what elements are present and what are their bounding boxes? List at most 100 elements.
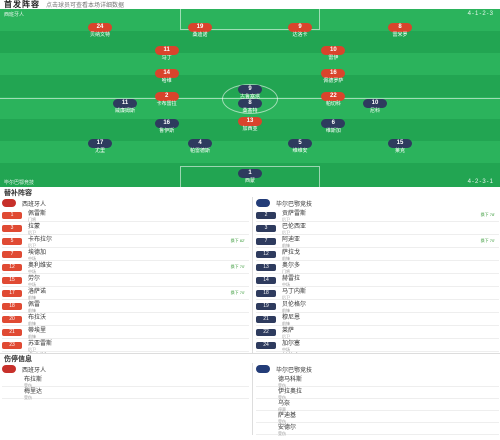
away-player[interactable]: 5 维维安 xyxy=(272,139,328,154)
sub-player-info: 贝伦格尔 前锋 xyxy=(282,299,306,313)
sub-player-row[interactable]: 18 佩雷 前锋 xyxy=(2,300,249,313)
sub-player-row[interactable]: 7 阿迪亚 前锋 换下 70' xyxy=(256,235,499,248)
injury-status: 受伤 xyxy=(278,418,286,424)
away-subs-team-name: 毕尔巴鄂竞技 xyxy=(276,201,313,208)
away-player-name: 莱克 xyxy=(394,148,405,154)
sub-player-row[interactable]: 7 埃德加 中场 xyxy=(2,248,249,261)
away-player[interactable]: 10 尼科 xyxy=(347,99,403,114)
shirt-number: 15 xyxy=(2,276,22,284)
home-jersey-number: 9 xyxy=(288,23,312,32)
sub-player-row[interactable]: 18 马丁内斯 后卫 xyxy=(256,287,499,300)
away-player-name: 威廉姆斯 xyxy=(114,108,135,114)
home-crest-icon xyxy=(2,199,16,207)
home-injuries-column: 西班牙人 布拉斯 受伤 梅里达 受伤 xyxy=(2,363,249,400)
injury-status: 受伤 xyxy=(24,382,32,388)
sub-player-row[interactable]: 21 穆尼恩 前锋 xyxy=(256,313,499,326)
home-player[interactable]: 2 卡布雷拉 xyxy=(139,92,195,107)
away-jersey-number: 1 xyxy=(238,169,262,178)
away-injuries-team: 毕尔巴鄂竞技 xyxy=(256,363,499,375)
sub-player-position: 前锋 xyxy=(28,308,36,313)
home-player[interactable]: 16 佩德罗萨 xyxy=(305,69,361,84)
sub-player-row[interactable]: 12 奥利维安 中场 换下 70' xyxy=(2,261,249,274)
sub-player-row[interactable]: 20 布拉沃 前锋 xyxy=(2,313,249,326)
home-player[interactable]: 9 达洛卡 xyxy=(272,23,328,38)
away-player[interactable]: 1 西蒙 xyxy=(222,169,278,184)
sub-player-position: 后卫 xyxy=(282,295,290,300)
shirt-number: 20 xyxy=(2,315,22,323)
away-player-name: 维斯加 xyxy=(325,128,341,134)
away-player[interactable]: 15 莱克 xyxy=(372,139,428,154)
home-player[interactable]: 14 哈维 xyxy=(139,69,195,84)
home-player[interactable]: 24 贝纳文特 xyxy=(72,23,128,38)
home-player-name: 雷伊 xyxy=(328,55,339,61)
sub-player-info: 马丁内斯 后卫 xyxy=(282,286,306,300)
top-penalty-box xyxy=(180,9,320,30)
injured-player-name: 安德尔 xyxy=(278,424,297,431)
sub-player-info: 佩雷斯 门将 xyxy=(28,208,46,222)
sub-player-position: 前锋 xyxy=(28,321,36,326)
sub-player-name: 赫雷拉 xyxy=(282,276,301,282)
sub-player-row[interactable]: 14 赫雷拉 中场 xyxy=(256,274,499,287)
injury-info: 伊拉奥拉 受伤 xyxy=(278,386,302,400)
sub-player-position: 前锋 xyxy=(28,334,36,339)
sub-player-name: 萨拉戈 xyxy=(282,250,301,256)
home-jersey-number: 2 xyxy=(154,92,179,101)
sub-player-info: 埃德加 中场 xyxy=(28,247,46,261)
sub-player-name: 布拉沃 xyxy=(28,315,47,321)
sub-player-row[interactable]: 2 贡萨雷斯 后卫 换下 78' xyxy=(256,209,499,222)
sub-player-name: 巴伦西亚 xyxy=(282,224,307,230)
away-player[interactable]: 9 古鲁塞塔 xyxy=(222,85,278,100)
substitution-tag: 换下 78' xyxy=(480,212,495,217)
sub-player-info: 苏亚雷斯 后卫 xyxy=(28,338,52,352)
substitution-tag: 换下 70' xyxy=(230,264,245,269)
sub-player-position: 后卫 xyxy=(28,243,36,248)
injuries-section: 伤停信息 西班牙人 布拉斯 受伤 梅里达 受伤 毕尔巴鄂竞技 德马科斯 受伤 伊拉奥拉 受伤… xyxy=(0,353,500,440)
sub-player-info: 穆尼恩 前锋 xyxy=(282,312,300,326)
sub-player-position: 前锋 xyxy=(282,308,290,313)
sub-player-row[interactable]: 15 劳尔 中场 xyxy=(2,274,249,287)
away-subs-team: 毕尔巴鄂竞技 xyxy=(256,197,499,209)
injury-info: 安德尔 受伤 xyxy=(278,422,296,436)
sub-player-info: 劳尔 中场 xyxy=(28,273,40,287)
shirt-number: 22 xyxy=(256,328,276,336)
sub-player-row[interactable]: 12 萨拉戈 前锋 xyxy=(256,248,499,261)
home-jersey-number: 19 xyxy=(188,23,212,32)
sub-player-position: 后卫 xyxy=(28,347,36,352)
away-player[interactable]: 6 维斯加 xyxy=(305,119,361,134)
home-player[interactable]: 8 雷米罗 xyxy=(372,23,428,38)
injury-row: 萨迪基 受伤 xyxy=(256,411,499,424)
sub-player-info: 卡布拉尔 后卫 xyxy=(28,234,52,248)
away-player[interactable]: 8 桑塞特 xyxy=(222,99,278,114)
home-player[interactable]: 11 马丁 xyxy=(139,46,195,61)
sub-player-position: 中场 xyxy=(282,282,290,287)
sub-player-row[interactable]: 5 卡布拉尔 后卫 换下 82' xyxy=(2,235,249,248)
sub-player-name: 贝伦格尔 xyxy=(282,302,307,308)
injury-info: 德马科斯 受伤 xyxy=(278,374,302,388)
sub-player-name: 佩雷 xyxy=(28,302,41,308)
sub-player-row[interactable]: 24 加尔塞 中场 xyxy=(256,339,499,352)
sub-player-row[interactable]: 21 蒂埃里 前锋 xyxy=(2,326,249,339)
home-player[interactable]: 13 加西亚 xyxy=(222,117,278,132)
sub-player-row[interactable]: 3 巴伦西亚 后卫 xyxy=(256,222,499,235)
sub-player-row[interactable]: 1 佩雷斯 门将 xyxy=(2,209,249,222)
away-player[interactable]: 16 鲁伊斯 xyxy=(139,119,195,134)
home-player[interactable]: 22 帕切科 xyxy=(305,92,361,107)
home-player-name: 佩德罗萨 xyxy=(323,78,344,84)
sub-player-row[interactable]: 17 洛萨诺 前锋 换下 70' xyxy=(2,287,249,300)
sub-player-info: 阿迪亚 前锋 xyxy=(282,234,300,248)
home-player[interactable]: 19 桑迪诺 xyxy=(172,23,228,38)
sub-player-row[interactable]: 13 奥尔多 门将 xyxy=(256,261,499,274)
shirt-number: 5 xyxy=(2,237,22,245)
shirt-number: 14 xyxy=(256,276,276,284)
sub-player-row[interactable]: 3 拉蒙 后卫 xyxy=(2,222,249,235)
sub-player-row[interactable]: 19 贝伦格尔 前锋 xyxy=(256,300,499,313)
away-player[interactable]: 17 尤里 xyxy=(72,139,128,154)
shirt-number: 18 xyxy=(2,302,22,310)
sub-player-row[interactable]: 23 苏亚雷斯 后卫 xyxy=(2,339,249,352)
sub-player-row[interactable]: 22 莱萨 后卫 xyxy=(256,326,499,339)
sub-player-position: 中场 xyxy=(28,269,36,274)
away-player-name: 桑塞特 xyxy=(242,108,258,114)
away-player[interactable]: 4 帕雷德斯 xyxy=(172,139,228,154)
home-player[interactable]: 10 雷伊 xyxy=(305,46,361,61)
away-player[interactable]: 11 威廉姆斯 xyxy=(97,99,153,114)
